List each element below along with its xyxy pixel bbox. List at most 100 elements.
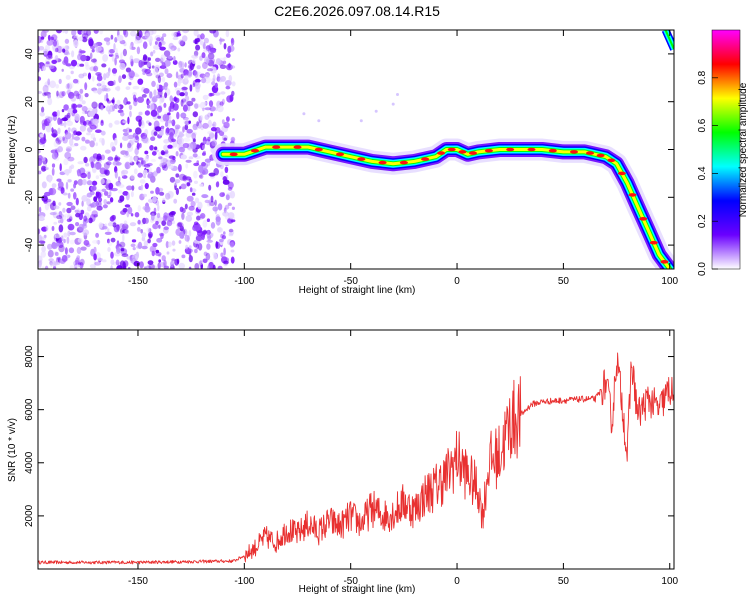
noise-speck [202, 94, 209, 101]
noise-speck [230, 219, 236, 223]
ridge-peak [399, 160, 408, 165]
noise-speck [66, 207, 72, 214]
noise-speck [189, 84, 193, 92]
noise-speck [202, 219, 208, 228]
noise-speck [60, 235, 64, 242]
noise-speck [181, 86, 188, 91]
noise-speck [103, 199, 107, 205]
noise-speck [99, 167, 107, 175]
noise-speck [209, 30, 217, 34]
noise-speck [172, 36, 179, 41]
noise-speck [201, 52, 206, 59]
noise-speck [191, 131, 197, 136]
noise-speck [129, 222, 137, 227]
noise-speck [227, 181, 234, 189]
noise-speck [136, 227, 141, 232]
noise-speck [110, 141, 115, 149]
noise-speck [57, 146, 63, 153]
noise-speck [70, 95, 77, 102]
noise-speck [182, 126, 185, 133]
noise-speck [95, 46, 102, 52]
noise-speck [91, 101, 98, 109]
noise-speck [164, 68, 169, 75]
noise-speck [225, 30, 230, 38]
noise-speck [63, 232, 68, 238]
noise-speck [142, 30, 147, 34]
noise-speck [214, 199, 217, 206]
noise-speck [199, 260, 203, 266]
noise-speck [56, 215, 63, 220]
noise-speck [164, 82, 168, 91]
noise-speck [140, 159, 144, 165]
noise-speck [107, 194, 111, 199]
noise-speck [103, 37, 111, 42]
noise-speck [153, 68, 159, 76]
noise-speck [137, 241, 143, 249]
noise-speck [80, 246, 87, 251]
noise-speck [123, 132, 129, 137]
noise-speck [223, 260, 229, 265]
noise-speck [119, 59, 125, 64]
noise-speck [57, 117, 61, 125]
noise-speck [73, 183, 77, 189]
noise-speck [177, 136, 184, 145]
noise-speck [69, 231, 76, 236]
noise-speck [139, 179, 146, 184]
noise-speck [122, 128, 128, 133]
noise-speck [84, 139, 90, 144]
noise-speck [182, 142, 190, 149]
noise-speck [53, 39, 57, 47]
noise-speck [206, 58, 211, 64]
noise-speck [192, 123, 198, 131]
noise-speck [137, 205, 141, 212]
ridge-peak [649, 240, 658, 245]
noise-speck [64, 45, 69, 50]
noise-speck [121, 175, 128, 179]
ridge-peak [660, 260, 669, 264]
noise-speck [165, 192, 171, 200]
noise-speck [199, 73, 206, 79]
ridge-peak [229, 152, 238, 157]
noise-speck [67, 156, 75, 162]
noise-speck [78, 73, 85, 79]
noise-speck [56, 30, 62, 34]
noise-speck [223, 56, 227, 60]
noise-speck [63, 158, 69, 166]
noise-speck [83, 215, 88, 222]
noise-speck [154, 126, 162, 132]
noise-speck [92, 168, 97, 172]
noise-speck [61, 91, 66, 97]
noise-speck [86, 30, 92, 36]
noise-speck [122, 135, 129, 141]
noise-speck [135, 32, 142, 41]
noise-speck [164, 59, 171, 67]
noise-speck [134, 74, 140, 78]
noise-speck [207, 230, 210, 239]
noise-speck [203, 101, 207, 106]
noise-speck [42, 160, 47, 165]
noise-speck [70, 59, 78, 67]
noise-speck [222, 60, 227, 65]
noise-speck [225, 194, 230, 201]
snr-line [38, 352, 674, 565]
noise-speck [143, 266, 147, 269]
noise-speck [208, 100, 214, 107]
ridge-peak [506, 147, 515, 152]
noise-speck [60, 217, 64, 224]
noise-speck [116, 99, 121, 106]
noise-speck [141, 119, 144, 126]
noise-speck [85, 32, 89, 39]
noise-speck [81, 200, 84, 207]
noise-speck [65, 146, 72, 153]
noise-speck [208, 184, 212, 191]
noise-speck [112, 105, 116, 112]
noise-speck [52, 200, 56, 207]
snr-line-group [38, 352, 674, 565]
spectrogram-y-label: Frequency (Hz) [7, 116, 18, 185]
noise-speck [79, 258, 85, 266]
noise-speck [40, 250, 46, 258]
noise-speck [128, 104, 133, 111]
noise-speck [116, 85, 121, 92]
noise-speck [142, 41, 148, 49]
noise-speck [228, 62, 231, 69]
